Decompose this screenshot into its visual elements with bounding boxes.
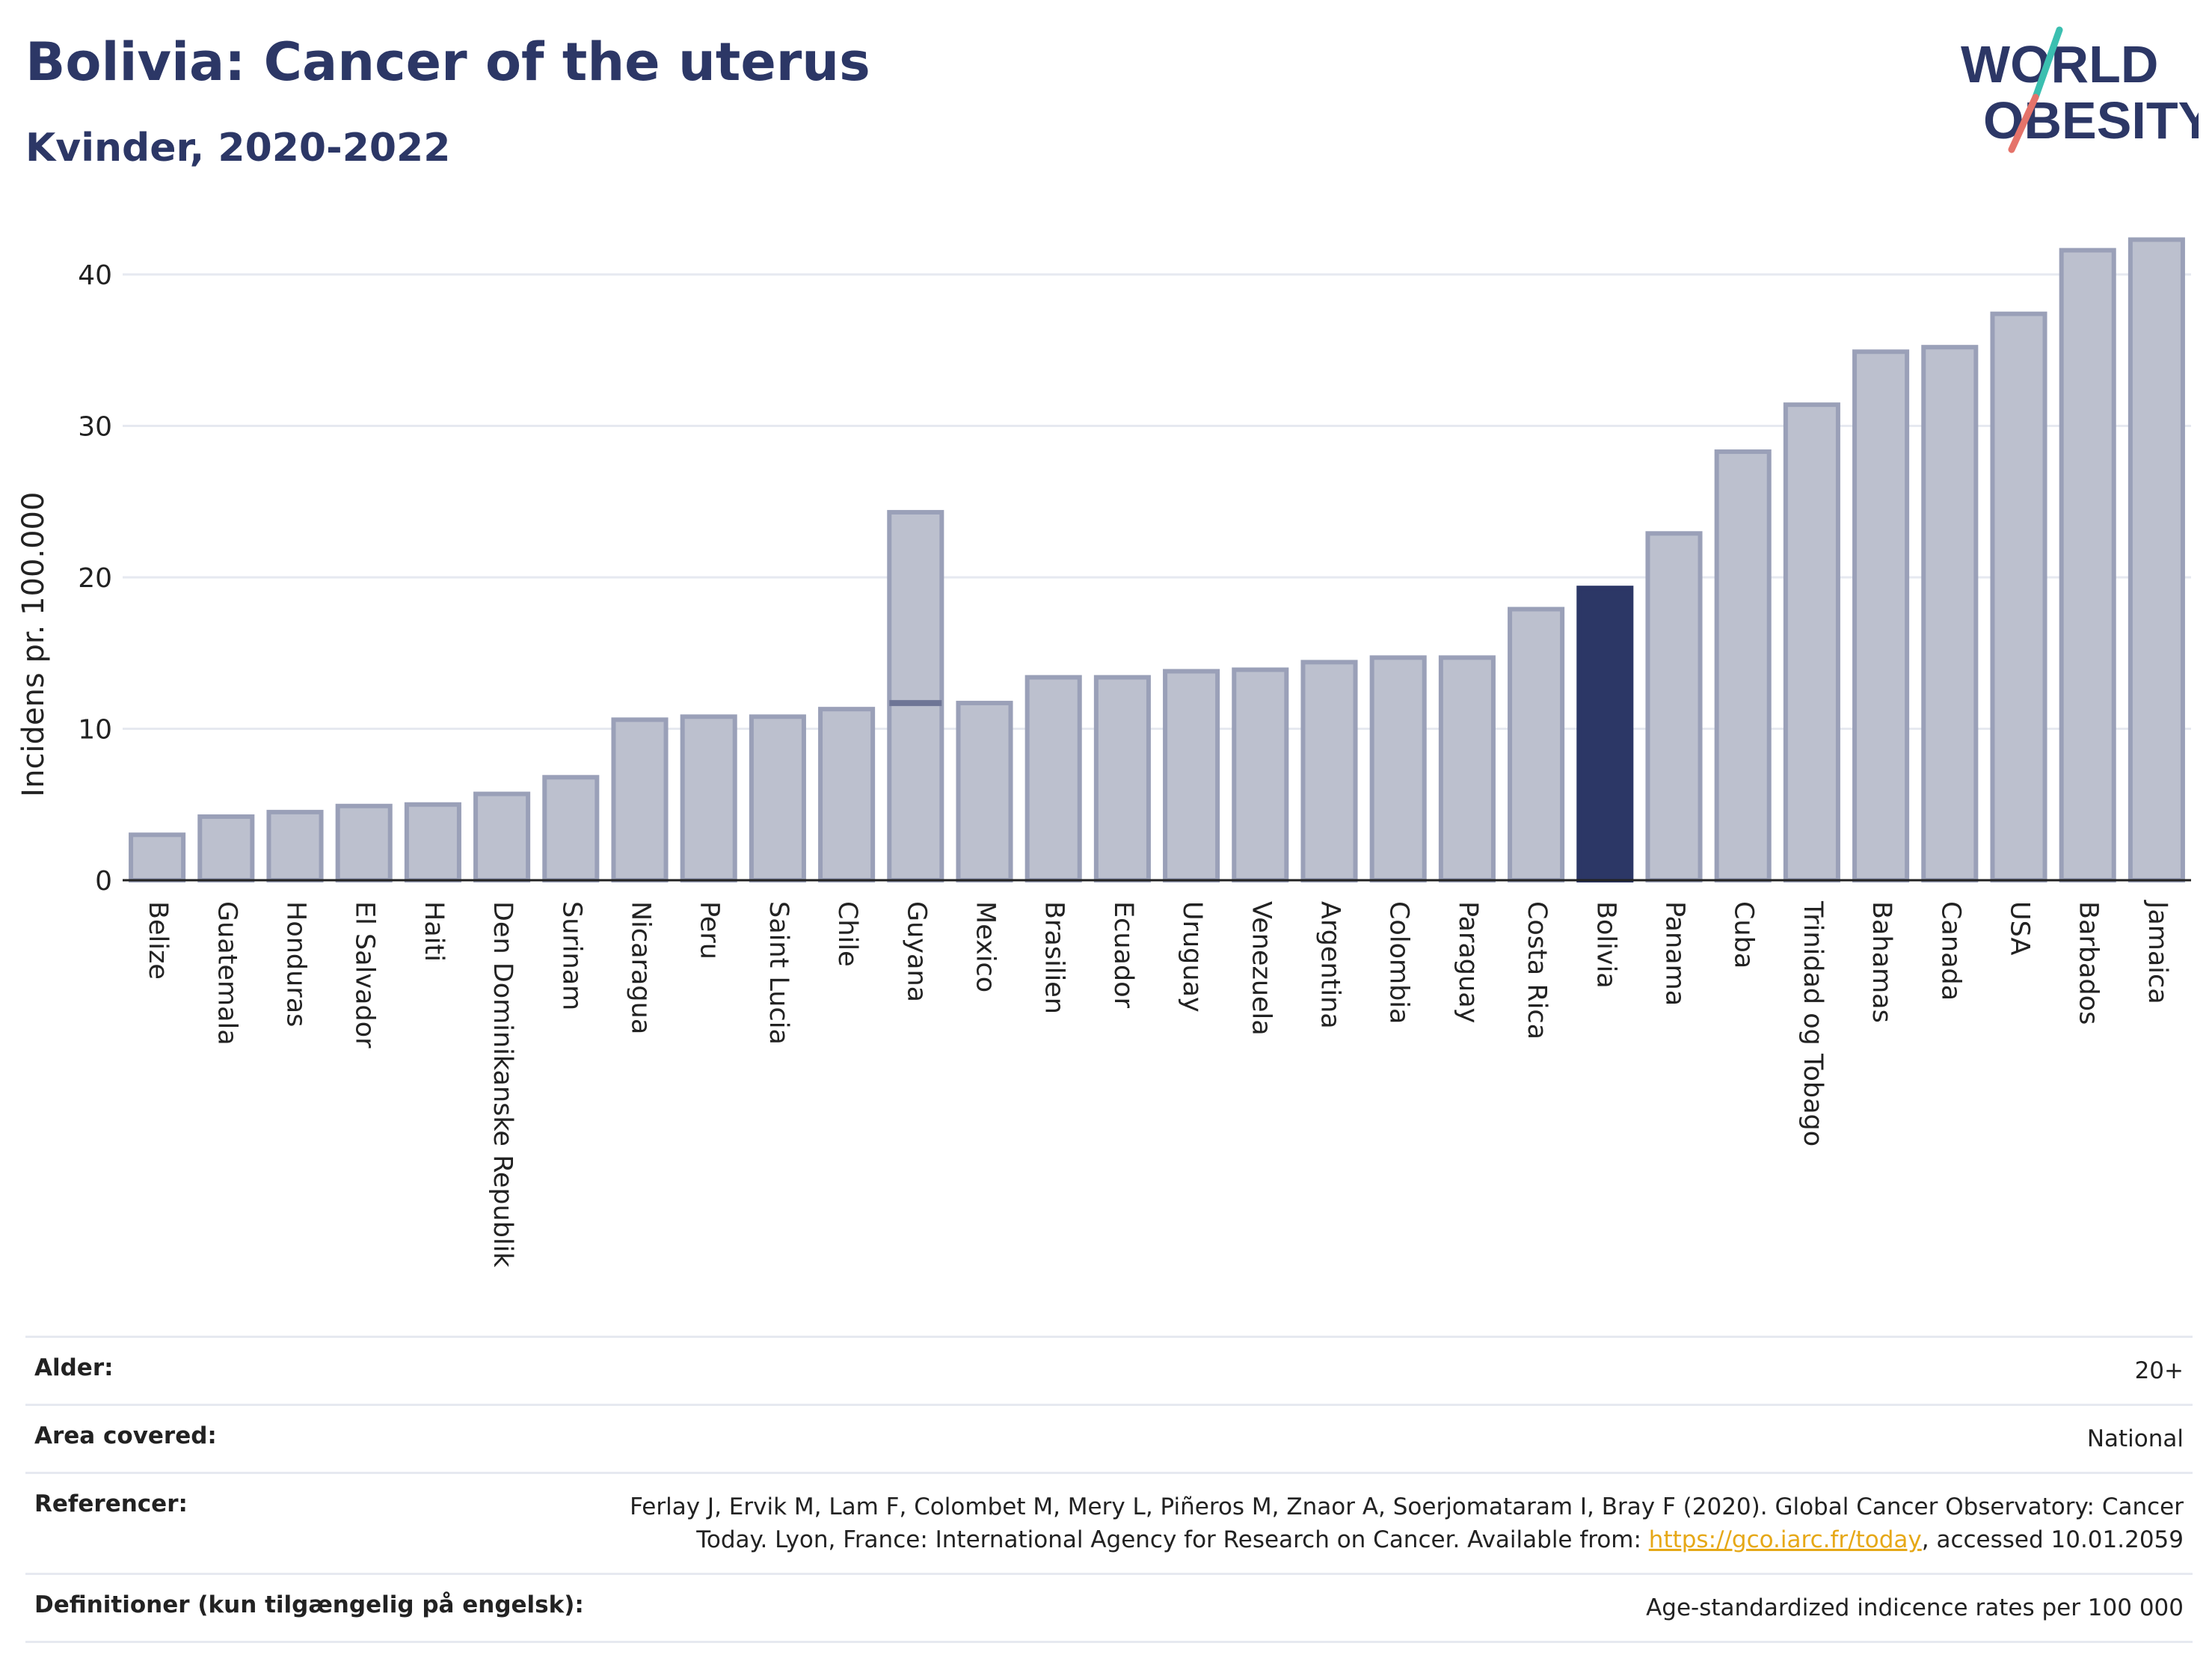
- bar-argentina: [1300, 660, 1358, 883]
- x-tick-label-brasilien: Brasilien: [1039, 901, 1069, 1014]
- bar-jamaica: [2127, 237, 2185, 882]
- x-tick-label-nicaragua: Nicaragua: [626, 901, 656, 1034]
- x-tick-label-paraguay: Paraguay: [1453, 901, 1483, 1023]
- x-tick-label-cuba: Cuba: [1729, 901, 1759, 968]
- x-tick-label-ecuador: Ecuador: [1108, 901, 1138, 1009]
- bar-colombia: [1369, 655, 1427, 882]
- bar-venezuela: [1232, 667, 1289, 883]
- bar-usa: [1990, 311, 2047, 882]
- y-axis-label: Incidens pr. 100.000: [16, 492, 51, 797]
- x-tick-label-costa-rica: Costa Rica: [1522, 901, 1552, 1040]
- x-tick-label-mexico: Mexico: [971, 901, 1001, 992]
- meta-row-references: Referencer: Ferlay J, Ervik M, Lam F, Co…: [25, 1472, 2193, 1573]
- bar-paraguay: [1438, 655, 1496, 882]
- meta-key-area: Area covered:: [34, 1422, 217, 1449]
- reference-text-line2: Today. Lyon, France: International Agenc…: [696, 1526, 1649, 1553]
- bar-chart: 0 10 20 30 40 Belize Guatemala Honduras El Salv…: [16, 237, 2191, 1268]
- meta-value-age: 20+: [2134, 1357, 2184, 1384]
- bar-uruguay: [1163, 669, 1220, 882]
- logo-slash-top: [2032, 26, 2063, 101]
- x-tick-label-el-salvador: El Salvador: [350, 901, 380, 1048]
- world-obesity-logo: WORLD OBESITY: [1961, 26, 2199, 153]
- bar-peru: [680, 714, 737, 882]
- bar-chile: [818, 707, 876, 882]
- x-axis-labels: Belize Guatemala Honduras El Salvador Haiti D…: [143, 900, 2172, 1268]
- y-tick-label-40: 40: [78, 260, 112, 291]
- bar-panama: [1645, 531, 1703, 883]
- y-tick-label-0: 0: [95, 866, 112, 897]
- meta-key-definitions: Definitioner (kun tilgængelig på engelsk…: [34, 1591, 584, 1618]
- bar-nicaragua: [611, 717, 669, 882]
- reference-link[interactable]: https://gco.iarc.fr/today: [1648, 1526, 1922, 1553]
- x-tick-label-peru: Peru: [695, 901, 725, 959]
- x-tick-label-argentina: Argentina: [1315, 901, 1345, 1029]
- x-tick-label-uruguay: Uruguay: [1177, 901, 1207, 1013]
- reference-text-line1: Ferlay J, Ervik M, Lam F, Colombet M, Me…: [630, 1493, 2184, 1520]
- chart-title: Bolivia: Cancer of the uterus: [25, 31, 870, 93]
- meta-row-definitions: Definitioner (kun tilgængelig på engelsk…: [25, 1573, 2193, 1643]
- gridlines: [123, 273, 2191, 730]
- x-tick-label-bahamas: Bahamas: [1867, 901, 1896, 1023]
- x-tick-label-guatemala: Guatemala: [212, 901, 242, 1045]
- bar-mexico: [956, 701, 1013, 883]
- bars: [129, 237, 2185, 883]
- y-tick-label-20: 20: [78, 563, 112, 594]
- bar-costa-rica: [1508, 607, 1565, 883]
- bar-surinam: [542, 775, 600, 883]
- bar-haiti: [404, 802, 461, 882]
- bar-el-salvador: [335, 803, 393, 883]
- meta-row-area: Area covered: National: [25, 1404, 2193, 1472]
- x-tick-label-guyana: Guyana: [901, 901, 931, 1002]
- x-tick-label-honduras: Honduras: [281, 901, 311, 1027]
- x-tick-label-canada: Canada: [1935, 901, 1965, 1001]
- bar-guyana: [887, 509, 944, 882]
- logo-word-world: WORLD: [1961, 35, 2158, 93]
- x-tick-label-haiti: Haiti: [419, 901, 449, 962]
- bar-belize: [129, 832, 186, 882]
- bar-ecuador: [1093, 675, 1151, 883]
- x-tick-label-bolivia: Bolivia: [1591, 901, 1620, 989]
- x-tick-label-chile: Chile: [832, 901, 862, 967]
- bar-saint-lucia: [749, 714, 806, 882]
- x-tick-label-trinidad-og-tobago: Trinidad og Tobago: [1798, 900, 1828, 1146]
- bar-barbados: [2059, 248, 2116, 883]
- bar-honduras: [266, 809, 324, 882]
- x-tick-label-venezuela: Venezuela: [1246, 901, 1276, 1036]
- bar-guatemala: [197, 814, 255, 882]
- bar-bolivia: [1576, 586, 1634, 882]
- metadata-table: Alder: 20+ Area covered: National Refere…: [25, 1336, 2193, 1643]
- x-tick-label-colombia: Colombia: [1384, 901, 1414, 1024]
- bar-trinidad-og-tobago: [1783, 402, 1840, 882]
- bar-canada: [1921, 345, 1979, 882]
- bar-bahamas: [1852, 349, 1910, 882]
- y-tick-label-30: 30: [78, 412, 112, 443]
- meta-value-references: Ferlay J, Ervik M, Lam F, Colombet M, Me…: [630, 1490, 2184, 1556]
- meta-key-references: Referencer:: [34, 1490, 188, 1517]
- x-tick-label-saint-lucia: Saint Lucia: [764, 901, 793, 1045]
- bar-den-dominikanske-republik: [473, 791, 531, 882]
- x-tick-label-surinam: Surinam: [556, 901, 586, 1010]
- x-tick-label-barbados: Barbados: [2074, 901, 2104, 1025]
- y-tick-label-10: 10: [78, 715, 112, 746]
- x-tick-label-belize: Belize: [143, 901, 173, 980]
- bar-cuba: [1714, 449, 1772, 882]
- logo-slash-bottom: [2008, 93, 2039, 153]
- x-tick-label-panama: Panama: [1660, 901, 1690, 1006]
- meta-value-definitions: Age-standardized indicence rates per 100…: [1646, 1594, 2184, 1621]
- chart-subtitle: Kvinder, 2020-2022: [25, 126, 451, 171]
- reference-text-accessed: , accessed 10.01.2059: [1921, 1526, 2184, 1553]
- bar-brasilien: [1024, 675, 1082, 883]
- meta-key-age: Alder:: [34, 1354, 114, 1381]
- meta-value-area: National: [2086, 1425, 2184, 1452]
- x-tick-label-den-dominikanske-republik: Den Dominikanske Republik: [488, 901, 517, 1268]
- y-axis-ticks: 0 10 20 30 40: [78, 260, 112, 897]
- meta-row-age: Alder: 20+: [25, 1336, 2193, 1404]
- x-tick-label-jamaica: Jamaica: [2142, 900, 2172, 1004]
- x-tick-label-usa: USA: [2005, 901, 2035, 955]
